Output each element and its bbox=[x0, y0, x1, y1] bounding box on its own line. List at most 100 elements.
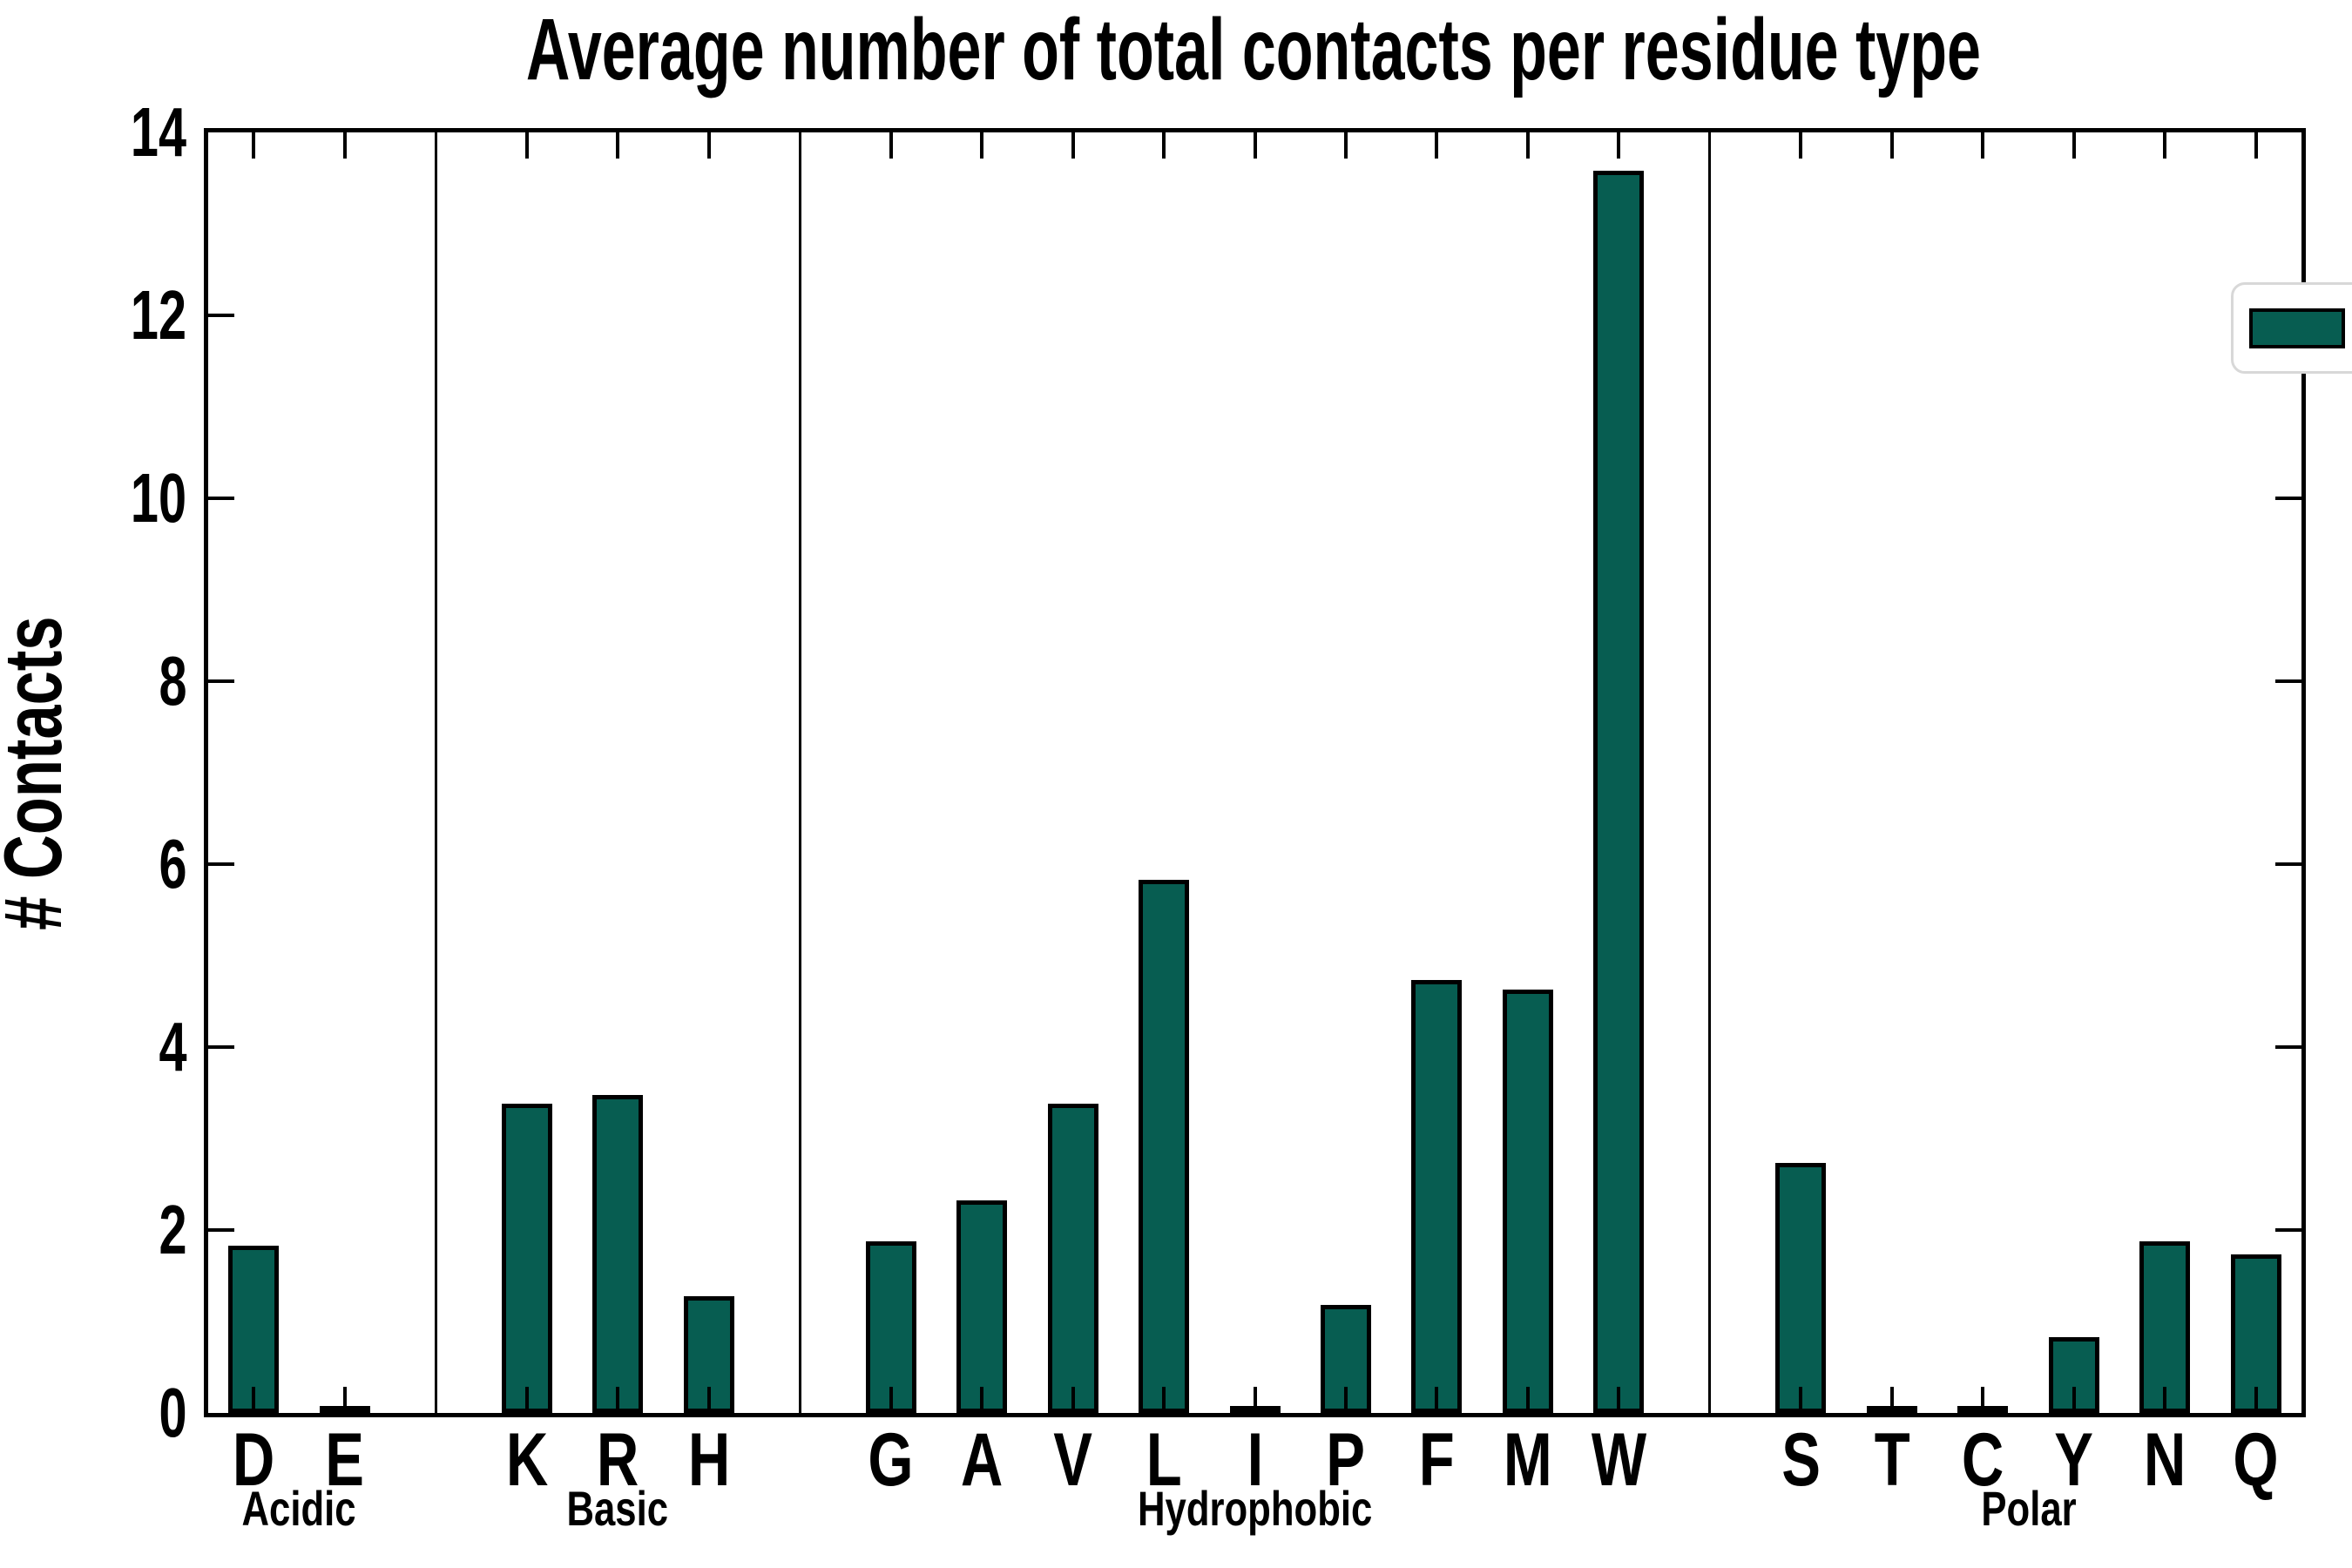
x-tick-bottom-V bbox=[1071, 1387, 1075, 1413]
x-tick-bottom-H bbox=[706, 1387, 711, 1413]
x-tick-label-text: C bbox=[1962, 1418, 2004, 1502]
x-tick-top-S bbox=[1799, 132, 1803, 159]
y-tick-label-4: 4 bbox=[0, 1010, 186, 1084]
x-tick-bottom-N bbox=[2163, 1387, 2167, 1413]
x-tick-top-L bbox=[1162, 132, 1166, 159]
x-tick-bottom-Q bbox=[2254, 1387, 2258, 1413]
x-tick-label-L: L bbox=[1094, 1420, 1233, 1500]
x-tick-label-text: F bbox=[1418, 1418, 1455, 1502]
group-label-text: Basic bbox=[566, 1481, 669, 1536]
x-tick-bottom-T bbox=[1889, 1387, 1894, 1413]
y-tick-left-6 bbox=[208, 862, 234, 866]
chart-title-text: Average number of total contacts per res… bbox=[525, 1, 1981, 98]
x-tick-label-G: G bbox=[821, 1420, 961, 1500]
y-tick-left-4 bbox=[208, 1045, 234, 1049]
legend-swatch-popc bbox=[2249, 308, 2345, 348]
x-tick-label-text: D bbox=[233, 1418, 275, 1502]
x-tick-top-H bbox=[706, 132, 711, 159]
x-tick-label-K: K bbox=[457, 1420, 597, 1500]
x-tick-label-M: M bbox=[1458, 1420, 1598, 1500]
group-divider-2 bbox=[1708, 132, 1712, 1413]
bar-R bbox=[592, 1095, 644, 1413]
bar-L bbox=[1139, 880, 1190, 1413]
group-label-text: Polar bbox=[1980, 1481, 2077, 1536]
x-tick-label-text: M bbox=[1503, 1418, 1552, 1502]
y-tick-left-8 bbox=[208, 679, 234, 683]
bar-M bbox=[1502, 990, 1553, 1413]
x-tick-bottom-D bbox=[252, 1387, 256, 1413]
x-tick-top-A bbox=[980, 132, 984, 159]
bar-A bbox=[956, 1200, 1008, 1413]
x-tick-label-R: R bbox=[548, 1420, 687, 1500]
x-tick-top-I bbox=[1253, 132, 1257, 159]
x-tick-top-V bbox=[1071, 132, 1075, 159]
x-tick-label-text: P bbox=[1326, 1418, 1366, 1502]
x-tick-label-I: I bbox=[1186, 1420, 1325, 1500]
x-tick-label-D: D bbox=[184, 1420, 323, 1500]
y-axis-label: # Contacts bbox=[0, 251, 78, 1296]
x-tick-top-W bbox=[1617, 132, 1621, 159]
x-tick-top-T bbox=[1889, 132, 1894, 159]
x-tick-label-F: F bbox=[1367, 1420, 1506, 1500]
x-tick-top-K bbox=[524, 132, 529, 159]
x-tick-label-text: V bbox=[1053, 1418, 1092, 1502]
x-tick-label-V: V bbox=[1004, 1420, 1143, 1500]
y-tick-right-10 bbox=[2275, 497, 2301, 500]
x-tick-bottom-P bbox=[1343, 1387, 1348, 1413]
y-tick-left-10 bbox=[208, 497, 234, 500]
x-tick-top-Q bbox=[2254, 132, 2258, 159]
bar-W bbox=[1593, 171, 1645, 1413]
y-tick-label-text: 12 bbox=[130, 276, 186, 354]
x-tick-top-N bbox=[2163, 132, 2167, 159]
x-tick-label-text: Q bbox=[2233, 1418, 2279, 1502]
x-tick-label-text: S bbox=[1781, 1418, 1821, 1502]
x-tick-label-text: I bbox=[1247, 1418, 1263, 1502]
group-label-hydrophobic: Hydrophobic bbox=[994, 1483, 1517, 1535]
x-tick-label-P: P bbox=[1276, 1420, 1416, 1500]
x-tick-label-Y: Y bbox=[2004, 1420, 2144, 1500]
x-tick-label-text: G bbox=[868, 1418, 914, 1502]
x-tick-bottom-F bbox=[1435, 1387, 1439, 1413]
x-tick-bottom-K bbox=[524, 1387, 529, 1413]
x-tick-label-text: K bbox=[505, 1418, 548, 1502]
x-tick-top-D bbox=[252, 132, 256, 159]
group-label-polar: Polar bbox=[1767, 1483, 2290, 1535]
y-tick-label-text: 2 bbox=[158, 1191, 186, 1268]
x-tick-bottom-G bbox=[889, 1387, 893, 1413]
group-label-text: Hydrophobic bbox=[1137, 1481, 1373, 1536]
y-tick-label-12: 12 bbox=[0, 279, 186, 352]
y-tick-label-0: 0 bbox=[0, 1376, 186, 1450]
y-tick-label-text: 14 bbox=[130, 93, 186, 171]
x-tick-label-A: A bbox=[912, 1420, 1051, 1500]
y-tick-right-2 bbox=[2275, 1228, 2301, 1232]
x-tick-top-G bbox=[889, 132, 893, 159]
group-divider-0 bbox=[434, 132, 437, 1413]
bar-V bbox=[1047, 1104, 1098, 1413]
x-tick-top-F bbox=[1435, 132, 1439, 159]
y-tick-label-8: 8 bbox=[0, 645, 186, 718]
y-tick-label-text: 10 bbox=[130, 459, 186, 537]
y-tick-label-2: 2 bbox=[0, 1193, 186, 1267]
bar-D bbox=[228, 1246, 280, 1413]
bar-Q bbox=[2230, 1254, 2281, 1413]
x-tick-top-C bbox=[1981, 132, 1985, 159]
y-tick-left-12 bbox=[208, 314, 234, 317]
x-tick-label-text: Y bbox=[2054, 1418, 2094, 1502]
bar-N bbox=[2139, 1241, 2191, 1413]
y-tick-label-text: 0 bbox=[158, 1374, 186, 1451]
group-label-text: Acidic bbox=[241, 1481, 357, 1536]
x-tick-top-Y bbox=[2072, 132, 2076, 159]
x-tick-top-M bbox=[1525, 132, 1530, 159]
group-label-basic: Basic bbox=[356, 1483, 879, 1535]
y-tick-label-6: 6 bbox=[0, 828, 186, 901]
x-tick-bottom-W bbox=[1617, 1387, 1621, 1413]
y-tick-left-2 bbox=[208, 1228, 234, 1232]
x-tick-label-text: N bbox=[2144, 1418, 2186, 1502]
x-tick-top-E bbox=[342, 132, 347, 159]
bar-G bbox=[865, 1241, 916, 1413]
group-divider-1 bbox=[798, 132, 801, 1413]
bar-F bbox=[1411, 980, 1463, 1413]
x-tick-label-S: S bbox=[1731, 1420, 1870, 1500]
x-tick-bottom-I bbox=[1253, 1387, 1257, 1413]
